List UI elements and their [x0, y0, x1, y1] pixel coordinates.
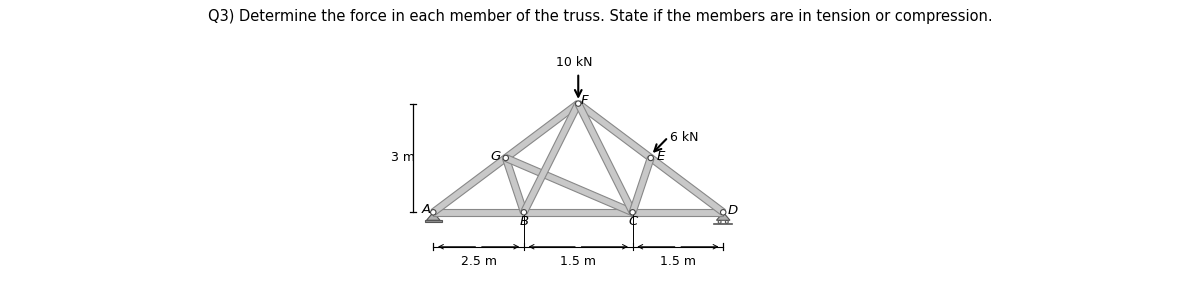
Circle shape — [431, 209, 436, 215]
Text: 1.5 m: 1.5 m — [560, 255, 596, 268]
Circle shape — [630, 209, 635, 215]
Polygon shape — [632, 209, 724, 216]
Text: 1.5 m: 1.5 m — [660, 255, 696, 268]
Text: Q3) Determine the force in each member of the truss. State if the members are in: Q3) Determine the force in each member o… — [208, 9, 992, 24]
Circle shape — [576, 101, 581, 106]
Polygon shape — [575, 102, 636, 214]
Circle shape — [503, 155, 509, 161]
Polygon shape — [629, 157, 654, 213]
Bar — [425, 220, 442, 222]
Text: 3 m: 3 m — [391, 151, 415, 164]
Polygon shape — [576, 101, 653, 161]
Polygon shape — [521, 102, 581, 214]
Polygon shape — [431, 155, 508, 215]
Polygon shape — [426, 212, 440, 220]
Polygon shape — [503, 157, 527, 213]
Circle shape — [725, 220, 728, 223]
Text: B: B — [520, 215, 528, 228]
Circle shape — [719, 220, 721, 223]
Text: F: F — [581, 94, 588, 107]
Polygon shape — [504, 155, 634, 215]
Polygon shape — [524, 209, 632, 216]
Circle shape — [720, 209, 726, 215]
Text: D: D — [727, 204, 738, 217]
Polygon shape — [433, 209, 524, 216]
Circle shape — [521, 209, 527, 215]
Text: 6 kN: 6 kN — [671, 131, 698, 144]
Polygon shape — [504, 101, 581, 161]
Text: G: G — [491, 150, 500, 163]
Text: 10 kN: 10 kN — [557, 56, 593, 69]
Text: E: E — [656, 150, 665, 163]
Text: C: C — [628, 215, 637, 228]
Text: 2.5 m: 2.5 m — [461, 255, 497, 268]
Text: A: A — [422, 203, 431, 216]
Polygon shape — [649, 155, 725, 215]
Polygon shape — [716, 212, 730, 220]
Circle shape — [648, 155, 654, 161]
